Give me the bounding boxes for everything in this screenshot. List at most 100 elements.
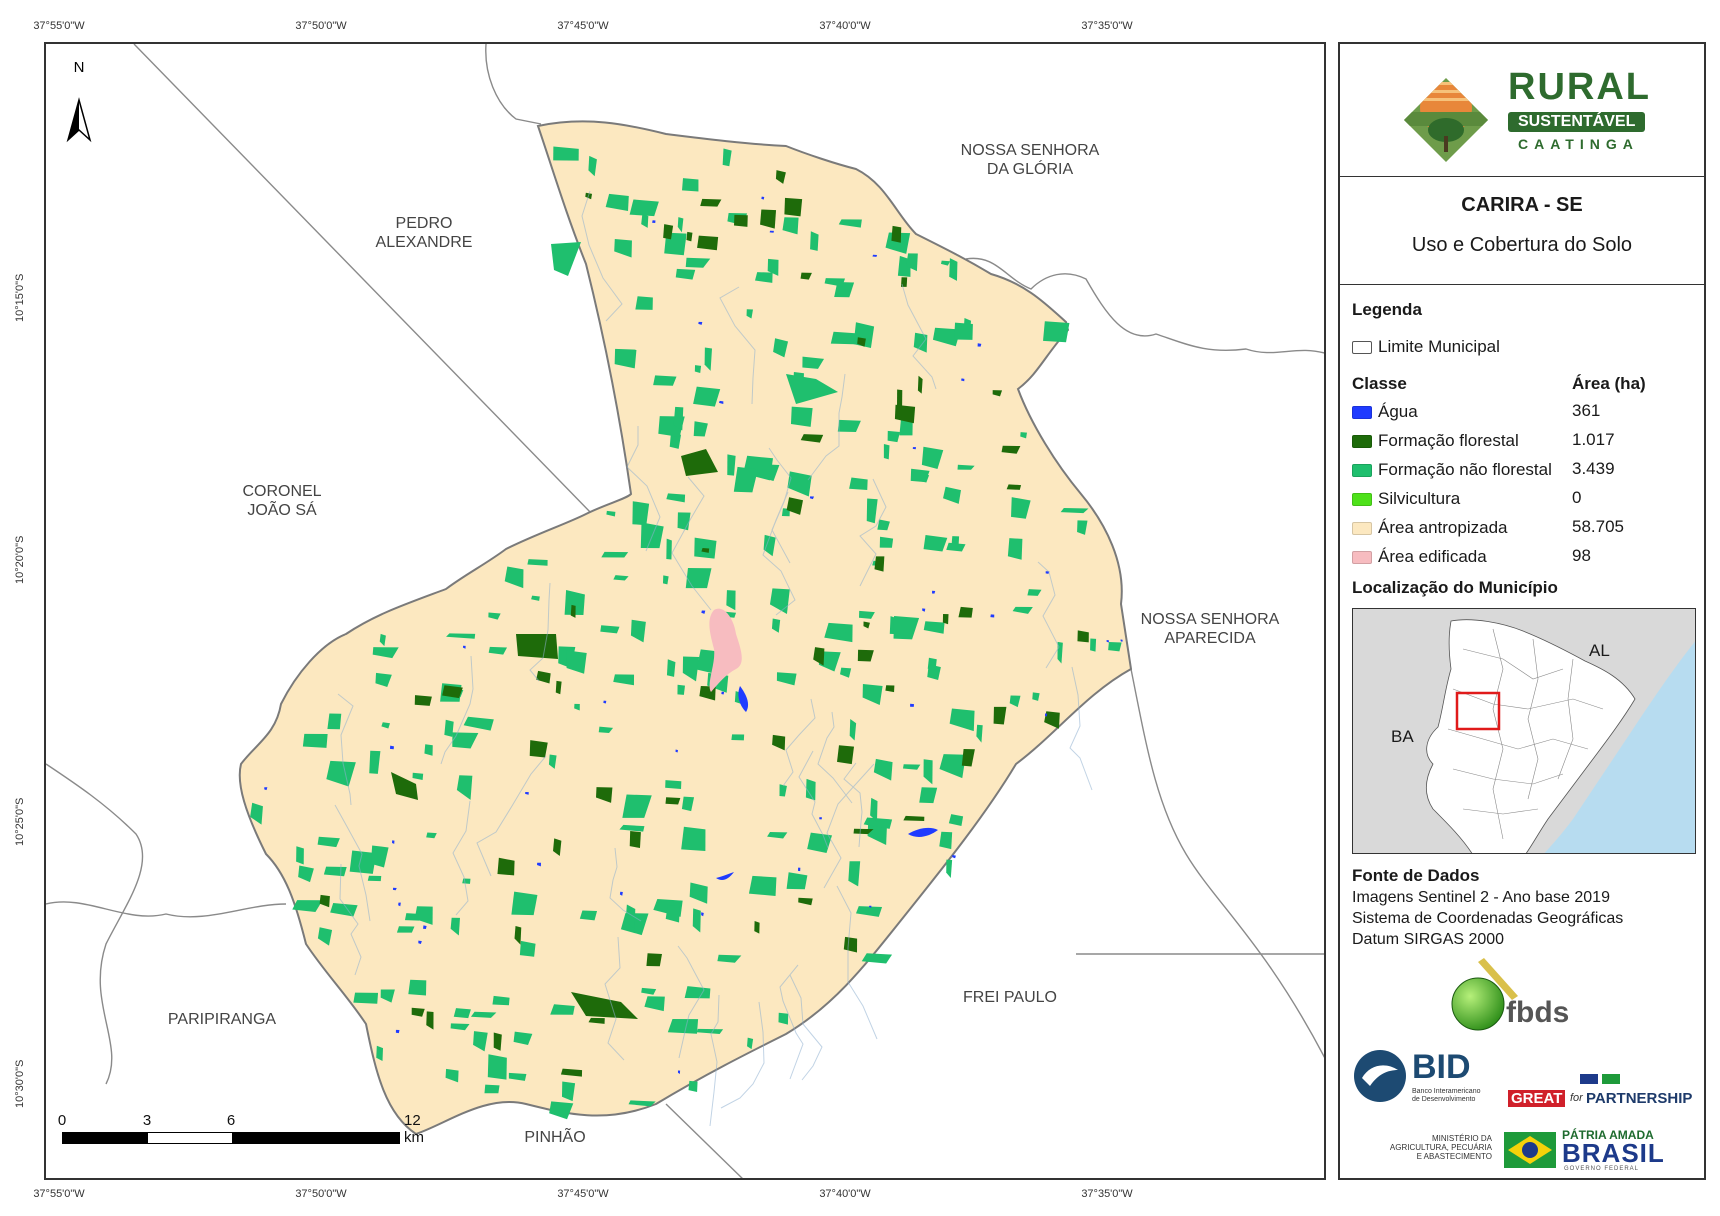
land-cover-patch: [588, 155, 597, 177]
land-cover-patch: [747, 1037, 754, 1050]
land-cover-patch: [641, 214, 649, 228]
land-cover-patch: [619, 891, 623, 896]
land-cover-patch: [697, 235, 719, 251]
land-cover-patch: [818, 651, 841, 672]
land-cover-patch: [1043, 321, 1070, 343]
land-cover-patch: [513, 1031, 533, 1045]
land-cover-patch: [1044, 711, 1060, 729]
stream: [836, 885, 878, 1040]
land-cover-patch: [769, 230, 774, 233]
lon-label: 37°50'0"W: [295, 20, 347, 32]
class-swatch: [1352, 463, 1372, 477]
land-cover-patch: [537, 862, 541, 867]
land-cover-patch: [644, 996, 665, 1012]
stream: [609, 847, 642, 922]
fbds-globe-icon: [1451, 958, 1518, 1031]
land-cover-patch: [682, 178, 699, 192]
land-cover-patch: [952, 855, 956, 859]
land-cover-patch: [701, 610, 706, 614]
land-cover-patch: [800, 434, 824, 443]
stream: [789, 974, 823, 1081]
land-cover-patch: [949, 258, 958, 281]
land-cover-patch: [646, 953, 662, 967]
map-subtitle: Uso e Cobertura do Solo: [1411, 234, 1633, 256]
water-body: [716, 872, 734, 880]
inset-map[interactable]: AL BA: [1352, 608, 1696, 854]
land-cover-patch: [1044, 713, 1048, 717]
land-cover-patch: [761, 196, 765, 200]
neighbor-label: NOSSA SENHORA DA GLÓRIA: [960, 142, 1100, 178]
neighbor-label: PEDRO ALEXANDRE: [375, 215, 473, 251]
land-cover-patch: [519, 940, 536, 957]
land-cover-patch: [891, 225, 902, 243]
land-cover-patch: [681, 796, 695, 812]
stream: [719, 286, 756, 405]
land-cover-patch: [993, 706, 1007, 725]
land-cover-patch: [673, 406, 684, 431]
lat-label: 10°20'0"S: [14, 535, 26, 584]
land-cover-patch: [1012, 606, 1033, 614]
land-cover-patch: [912, 447, 917, 450]
flags-icon: [1580, 1074, 1598, 1084]
land-cover-patch: [748, 875, 777, 896]
stream: [901, 283, 937, 390]
land-cover-patch: [625, 904, 636, 929]
map-title: CARIRA - SE: [1461, 194, 1583, 216]
land-cover-patch: [622, 794, 652, 818]
land-cover-patch: [857, 337, 866, 347]
stream: [782, 698, 816, 787]
land-cover-patch: [894, 404, 916, 424]
land-cover-patch: [805, 778, 816, 801]
land-cover-patch: [566, 650, 587, 674]
land-cover-patch: [426, 832, 437, 839]
land-cover-patch: [445, 1068, 459, 1083]
land-cover-patch: [264, 787, 268, 791]
land-cover-patch: [863, 817, 893, 829]
legend-class-row: Formação não florestal: [1352, 459, 1552, 481]
land-cover-patch: [250, 802, 263, 825]
source-line: Datum SIRGAS 2000: [1352, 931, 1505, 948]
land-cover-patch: [571, 992, 638, 1019]
land-cover-patch: [776, 672, 797, 686]
neighbor-boundary: [133, 44, 632, 555]
land-cover-patch: [784, 197, 803, 217]
land-cover-patch: [893, 615, 920, 640]
land-cover-patch: [1011, 497, 1031, 519]
map-canvas: [46, 44, 1324, 1178]
land-cover-patch: [446, 633, 476, 639]
lat-label: 10°30'0"S: [14, 1059, 26, 1108]
land-cover-patch: [492, 995, 510, 1006]
land-cover-patch: [613, 674, 635, 686]
stream: [1069, 666, 1093, 791]
land-cover-patch: [570, 604, 576, 618]
class-area: 0: [1572, 488, 1582, 507]
land-cover-patch: [551, 242, 581, 276]
land-cover-patch: [849, 718, 857, 741]
land-cover-patch: [601, 551, 629, 558]
land-cover-patch: [872, 254, 878, 257]
land-cover-patch: [462, 878, 471, 884]
land-cover-patch: [685, 568, 712, 589]
land-cover-patch: [824, 278, 846, 287]
land-cover-patch: [553, 838, 562, 857]
land-cover-patch: [787, 471, 812, 497]
land-cover-patch: [548, 754, 557, 769]
land-cover-patch: [635, 296, 653, 310]
lon-label: 37°40'0"W: [819, 20, 871, 32]
land-cover-patch: [837, 745, 855, 765]
land-cover-patch: [722, 148, 732, 167]
land-cover-patch: [948, 814, 964, 826]
map-frame[interactable]: N PEDRO ALEXANDRE NOSSA SENHORA DA GLÓRI…: [44, 42, 1326, 1180]
land-cover-patch: [412, 772, 424, 781]
location-highlight: [1455, 691, 1501, 731]
stream: [1037, 561, 1060, 669]
land-cover-patch: [727, 454, 736, 476]
land-cover-patch: [536, 670, 551, 684]
land-cover-patch: [700, 198, 722, 207]
land-cover-patch: [298, 865, 314, 883]
land-cover-patch: [927, 664, 941, 681]
land-cover-patch: [957, 464, 975, 470]
land-cover-patch: [778, 1012, 789, 1025]
stream: [337, 693, 354, 806]
stream: [807, 373, 846, 481]
